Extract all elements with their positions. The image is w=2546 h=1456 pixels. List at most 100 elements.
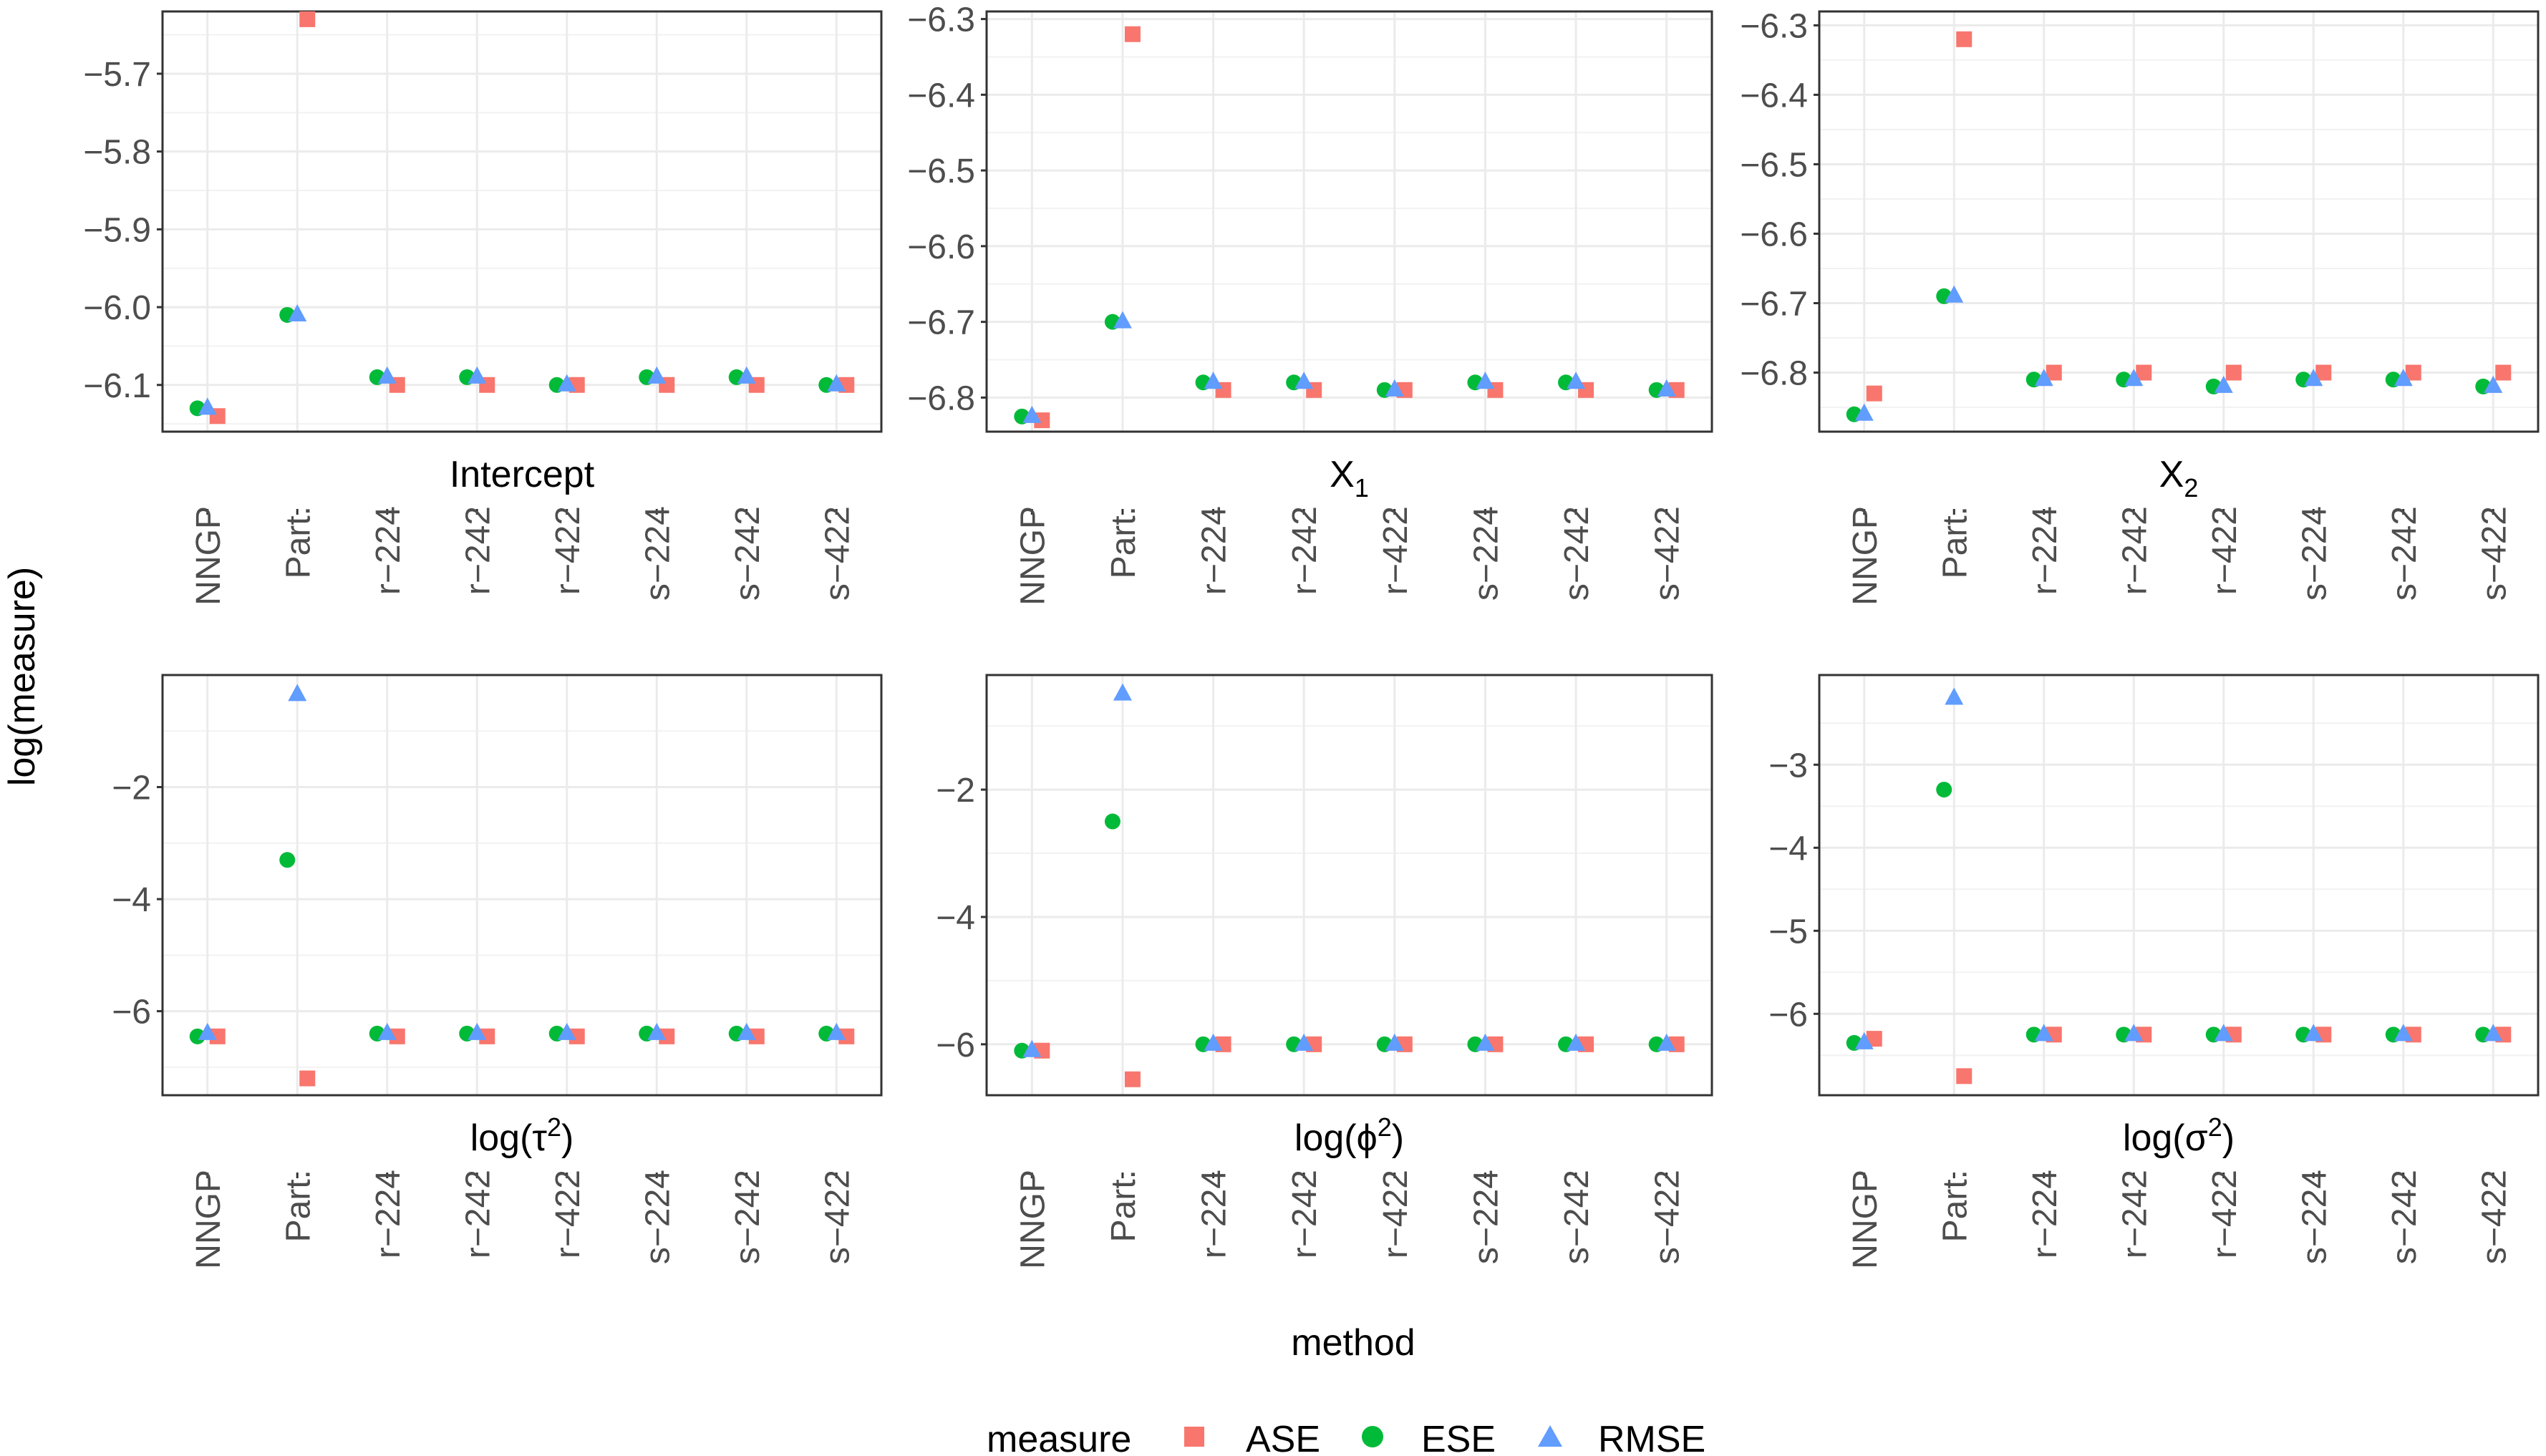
point-ase [1124, 1071, 1141, 1087]
point-ase [2495, 364, 2512, 381]
legend-swatch-ase [1184, 1427, 1204, 1447]
panel-background [1819, 675, 2538, 1095]
point-ase [2315, 364, 2332, 381]
panel-strip-label: log(ϕ2) [1294, 1112, 1404, 1159]
point-ase [2136, 364, 2152, 381]
y-tick-label: −6.4 [907, 77, 975, 115]
x-category-label: r−422 [1377, 1170, 1415, 1258]
y-tick-label: −6.1 [83, 367, 151, 405]
legend-label-ese: ESE [1421, 1419, 1496, 1456]
panel-background [987, 675, 1712, 1095]
point-rmse [2034, 369, 2053, 387]
point-rmse [2304, 369, 2323, 387]
x-category-label: r−224 [2026, 506, 2064, 595]
point-ase [389, 1028, 405, 1044]
panel-border [985, 674, 1713, 1097]
point-rmse [1567, 1033, 1586, 1051]
point-ese [279, 852, 296, 868]
panel-6: −6 −5 −4 −3 log(σ2) NNGP Part. r−224 r−242 r−422 s… [1768, 674, 2540, 1269]
legend-label-ase: ASE [1246, 1419, 1320, 1456]
point-ase [1124, 26, 1141, 42]
legend: measure ASE ESE RMSE [987, 1419, 1705, 1456]
point-rmse [737, 366, 756, 384]
x-category-label: r−242 [1286, 1170, 1324, 1258]
x-category-label: r−422 [2206, 1170, 2244, 1258]
point-rmse [1113, 683, 1132, 701]
point-ase [2405, 364, 2421, 381]
x-category-label: s−242 [2386, 506, 2424, 601]
point-rmse [1385, 379, 1404, 397]
point-rmse [198, 1022, 217, 1040]
point-rmse [2214, 1024, 2233, 1042]
panel-border [161, 10, 883, 433]
point-ase [838, 1028, 855, 1044]
point-ase [2225, 364, 2242, 381]
point-rmse [2034, 1024, 2053, 1042]
y-tick-label: −4 [1768, 830, 1808, 868]
point-rmse [1204, 372, 1223, 389]
x-axis-title: method [1291, 1322, 1415, 1364]
y-tick-label: −6.8 [1740, 355, 1808, 393]
point-rmse [468, 1022, 487, 1040]
point-rmse [1854, 403, 1874, 421]
panel-border [161, 674, 883, 1097]
point-ase [1034, 412, 1050, 429]
panel-4: −6 −4 −2 log(τ2) NNGP Part. r−224 r−242 r−422 s−2… [112, 674, 883, 1269]
y-tick-label: −6 [1768, 996, 1808, 1034]
x-category-label: NNGP [1846, 506, 1884, 606]
x-category-label: r−242 [1286, 506, 1324, 595]
y-tick-label: −4 [112, 881, 151, 919]
point-ese [189, 1028, 205, 1044]
x-category-label: Part. [1105, 506, 1143, 578]
x-category-label: NNGP [1014, 506, 1052, 606]
point-rmse [2214, 375, 2233, 393]
y-tick-label: −6.7 [1740, 286, 1808, 324]
legend-swatch-rmse [1538, 1425, 1562, 1447]
panel-strip-label: log(τ2) [470, 1112, 574, 1159]
point-ase [568, 1028, 585, 1044]
x-category-label: s−224 [639, 506, 677, 601]
y-tick-label: −6.4 [1740, 77, 1808, 115]
legend-title: measure [987, 1419, 1131, 1456]
panel-border [1818, 674, 2540, 1097]
x-category-label: Part. [1105, 1170, 1143, 1242]
x-category-label: s−422 [1649, 506, 1687, 601]
x-category-label: s−242 [729, 506, 767, 601]
point-rmse [1945, 687, 1964, 705]
x-category-label: s−422 [818, 506, 856, 601]
point-rmse [377, 1022, 397, 1040]
point-rmse [377, 366, 397, 384]
x-category-label: s−422 [2475, 506, 2513, 601]
y-tick-label: −6 [936, 1027, 975, 1064]
point-rmse [737, 1022, 756, 1040]
y-tick-label: −6.3 [1740, 7, 1808, 45]
point-ase [209, 1028, 226, 1044]
y-tick-label: −6.6 [1740, 215, 1808, 253]
y-tick-label: −6.7 [907, 304, 975, 342]
point-rmse [1204, 1033, 1223, 1051]
point-rmse [1022, 1039, 1042, 1057]
point-rmse [1567, 372, 1586, 389]
x-category-label: r−224 [369, 1170, 407, 1258]
x-category-label: s−224 [1467, 1170, 1505, 1264]
x-category-label: r−242 [2116, 506, 2154, 595]
point-rmse [1657, 379, 1676, 397]
x-category-label: r−242 [459, 506, 497, 595]
point-rmse [557, 374, 576, 392]
point-ase [1866, 1031, 1882, 1047]
x-category-label: r−224 [369, 506, 407, 595]
point-rmse [2124, 1024, 2144, 1042]
y-tick-label: −6.5 [907, 152, 975, 190]
x-category-label: s−242 [1558, 506, 1596, 601]
point-rmse [2393, 1024, 2413, 1042]
point-rmse [557, 1022, 576, 1040]
point-rmse [1022, 405, 1042, 423]
x-category-label: s−242 [2386, 1170, 2424, 1264]
point-ase [299, 11, 316, 27]
x-category-label: r−422 [549, 506, 587, 595]
panel-background [987, 11, 1712, 432]
point-rmse [1113, 311, 1132, 329]
point-rmse [288, 684, 307, 702]
point-ase [659, 1028, 675, 1044]
